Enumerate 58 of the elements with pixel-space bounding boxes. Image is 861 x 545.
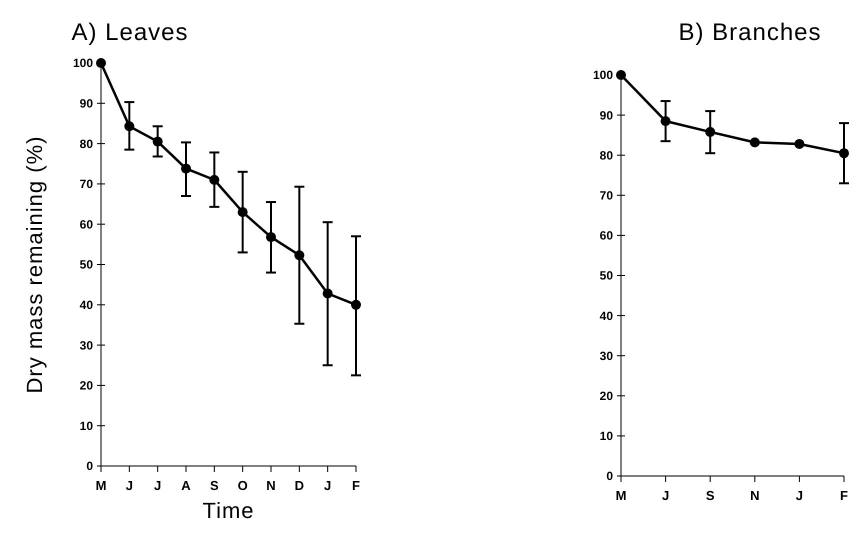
y-tick-label: 10 xyxy=(600,429,614,444)
x-tick-label: A xyxy=(181,478,192,493)
y-tick-label: 40 xyxy=(80,298,94,312)
y-tick-label: 70 xyxy=(80,177,94,192)
x-tick-label: M xyxy=(96,478,106,493)
y-tick-label: 40 xyxy=(600,308,614,323)
point xyxy=(124,121,134,132)
y-tick-label: 60 xyxy=(600,228,614,243)
y-tick-label: 90 xyxy=(80,96,94,110)
y-tick-label: 90 xyxy=(600,108,614,122)
y-tick-label: 30 xyxy=(600,348,614,363)
y-tick-label: 100 xyxy=(592,68,614,82)
y-tick-label: 0 xyxy=(606,469,614,484)
x-tick-label: J xyxy=(126,478,133,493)
point xyxy=(209,174,220,185)
x-tick-label: O xyxy=(238,478,248,493)
x-tick-label: M xyxy=(616,488,626,503)
point xyxy=(351,300,361,310)
point xyxy=(238,207,248,218)
x-tick-label: F xyxy=(840,488,848,503)
y-tick-label: 80 xyxy=(80,136,94,151)
x-axis-title: Time xyxy=(202,498,255,523)
point xyxy=(794,138,804,149)
point xyxy=(266,232,276,242)
y-tick-label: 20 xyxy=(80,378,94,393)
chart-title: B) Branches xyxy=(678,19,822,46)
x-tick-label: J xyxy=(662,488,670,503)
y-tick-label: 50 xyxy=(600,268,614,283)
point xyxy=(152,136,163,147)
y-axis-title: Dry mass remaining (%) xyxy=(22,136,47,394)
point xyxy=(181,164,191,174)
x-tick-label: N xyxy=(266,478,276,493)
y-tick-label: 70 xyxy=(600,188,614,202)
y-tick-label: 0 xyxy=(86,459,94,474)
y-tick-label: 50 xyxy=(80,258,94,272)
point xyxy=(705,126,716,137)
point xyxy=(660,116,671,126)
x-tick-label: N xyxy=(750,488,760,503)
point xyxy=(294,250,304,260)
point xyxy=(839,148,849,158)
x-tick-label: F xyxy=(352,478,360,493)
x-tick-label: J xyxy=(154,478,162,493)
y-tick-label: 80 xyxy=(600,148,614,162)
point xyxy=(616,70,626,80)
x-tick-label: J xyxy=(324,478,332,493)
y-tick-label: 10 xyxy=(80,418,94,433)
x-tick-label: S xyxy=(706,488,715,503)
y-tick-label: 20 xyxy=(600,389,614,403)
point xyxy=(750,137,760,148)
x-tick-label: S xyxy=(210,478,219,493)
y-tick-label: 60 xyxy=(80,217,94,232)
x-tick-label: J xyxy=(796,488,804,503)
point xyxy=(96,58,106,68)
point xyxy=(322,288,333,299)
y-tick-label: 100 xyxy=(72,56,94,70)
chart-title: A) Leaves xyxy=(71,19,189,46)
y-tick-label: 30 xyxy=(80,338,94,352)
x-tick-label: D xyxy=(294,478,304,493)
